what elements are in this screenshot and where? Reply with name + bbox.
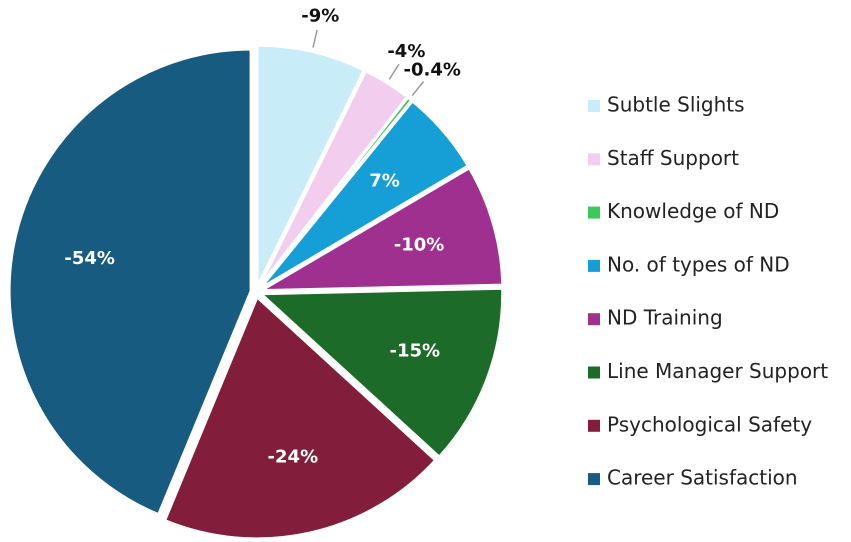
data-label: -15%: [389, 341, 440, 362]
legend-label: Knowledge of ND: [607, 199, 779, 223]
pie-slice: [255, 43, 367, 288]
pie-slice: [7, 47, 253, 517]
pie-slice: [256, 286, 505, 460]
pie-slice: [255, 165, 505, 293]
legend-label: ND Training: [607, 306, 723, 330]
legend-swatch: [588, 153, 600, 166]
pie-slice: [162, 294, 438, 541]
legend-label: Subtle Slights: [607, 93, 745, 117]
leader-line: [411, 81, 425, 97]
legend-label: No. of types of ND: [607, 252, 790, 276]
data-label: 7%: [369, 170, 400, 191]
legend-label: Line Manager Support: [607, 359, 828, 383]
legend-label: Staff Support: [607, 146, 739, 170]
leader-line: [312, 29, 318, 48]
legend-label: Psychological Safety: [607, 412, 812, 436]
legend-swatch: [588, 366, 600, 379]
legend-swatch: [588, 100, 600, 112]
leader-line: [388, 63, 400, 80]
data-label: -24%: [268, 447, 319, 468]
data-label: -4%: [387, 41, 425, 62]
legend-label: Career Satisfaction: [607, 466, 798, 490]
legend-swatch: [588, 259, 600, 272]
data-label: -54%: [64, 248, 115, 269]
data-label: -10%: [394, 235, 445, 256]
pie-slice: [258, 98, 471, 291]
data-label: -9%: [301, 5, 339, 26]
legend-swatch: [588, 313, 600, 326]
legend-swatch: [588, 206, 600, 219]
data-label: -0.4%: [404, 60, 461, 81]
legend-swatch: [588, 473, 600, 486]
legend-swatch: [588, 419, 600, 432]
